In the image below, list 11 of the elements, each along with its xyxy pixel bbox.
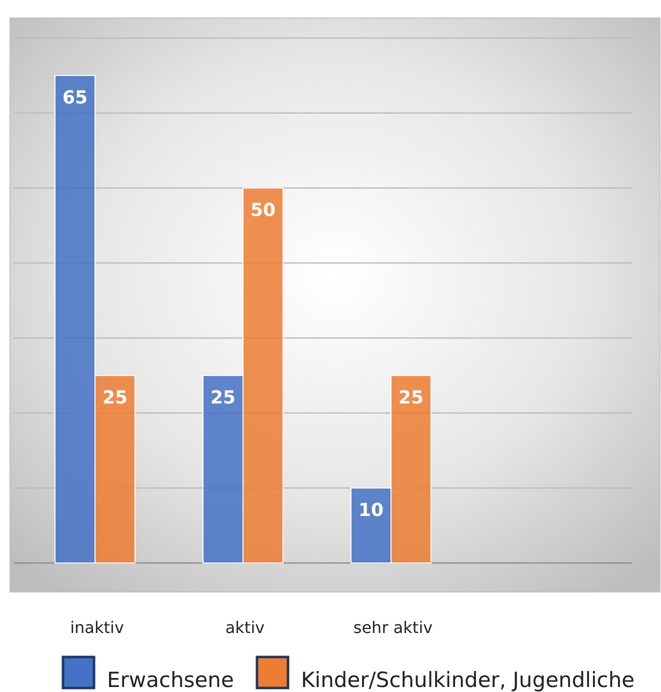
data-label: 25 <box>102 388 128 408</box>
x-tick-label: sehr aktiv <box>353 618 433 637</box>
legend-label: Kinder/Schulkinder, Jugendliche <box>301 668 635 692</box>
data-label: 10 <box>358 500 384 521</box>
legend-label: Erwachsene <box>107 668 234 692</box>
data-label: 25 <box>210 388 236 408</box>
data-label: 25 <box>398 388 424 408</box>
data-label: 50 <box>250 200 276 221</box>
x-tick-label: aktiv <box>225 618 265 637</box>
x-tick-label: inaktiv <box>70 618 124 637</box>
data-label: 65 <box>62 88 88 108</box>
